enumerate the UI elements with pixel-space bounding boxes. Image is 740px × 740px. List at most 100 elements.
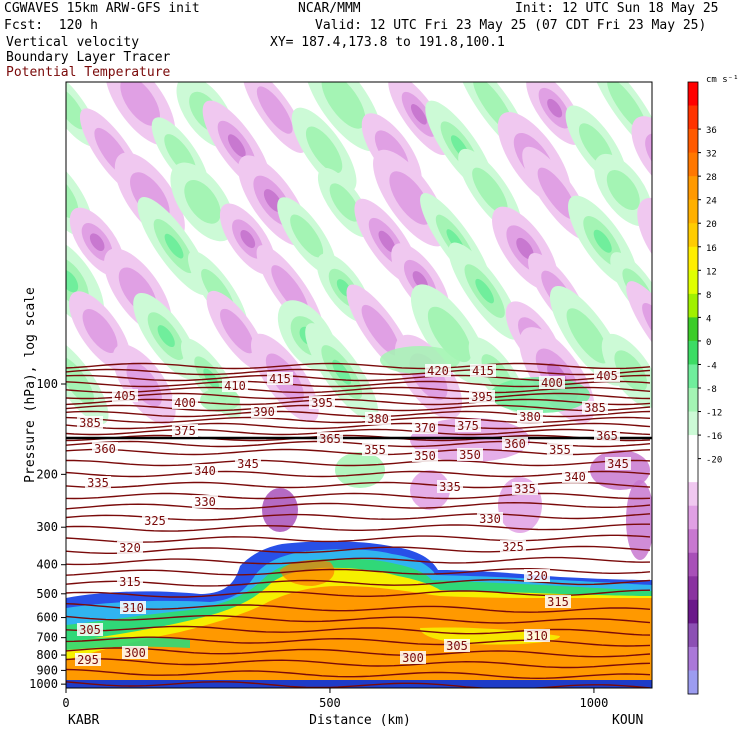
valid-time: Valid: 12 UTC Fri 23 May 25 (07 CDT Fri …	[315, 18, 707, 33]
y-tick-label: 700	[36, 631, 58, 645]
theta-label-bg	[77, 623, 103, 636]
y-tick-label: 400	[36, 558, 58, 572]
theta-contour	[66, 579, 651, 587]
theta-label-bg	[582, 401, 608, 414]
theta-label: 385	[79, 416, 101, 430]
theta-label-bg	[75, 653, 101, 666]
colorbar-swatch	[688, 176, 698, 201]
colorbar-swatch	[688, 105, 698, 130]
theta-label: 295	[77, 653, 99, 667]
theta-contour	[66, 481, 651, 489]
theta-label-bg	[500, 540, 526, 553]
updraft-cell	[133, 292, 200, 380]
theta-contour	[66, 647, 651, 658]
theta-label: 365	[319, 432, 341, 446]
theta-label: 315	[119, 575, 141, 589]
theta-label: 345	[237, 457, 259, 471]
theta-contour	[66, 523, 650, 532]
theta-label: 325	[144, 514, 166, 528]
left-station: KABR	[68, 713, 99, 728]
theta-label-bg	[547, 443, 573, 456]
theta-label-bg	[594, 429, 620, 442]
colorbar-swatch	[688, 646, 698, 671]
theta-label: 410	[224, 379, 246, 393]
colorbar-swatch	[688, 529, 698, 554]
theta-label-bg	[512, 482, 538, 495]
colorbar-label: -16	[706, 432, 722, 442]
theta-contour	[66, 556, 651, 566]
colorbar-swatch	[688, 293, 698, 318]
theta-label-bg	[222, 379, 248, 392]
colorbar-swatch	[688, 623, 698, 648]
theta-label: 315	[547, 595, 569, 609]
theta-label-bg	[142, 514, 168, 527]
colorbar-label: 4	[706, 314, 711, 324]
updraft-cell	[291, 107, 357, 193]
theta-label-bg	[524, 629, 550, 642]
theta-label: 305	[79, 623, 101, 637]
theta-label-bg	[192, 464, 218, 477]
terrain-floor	[66, 680, 652, 688]
colorbar-swatch	[688, 552, 698, 577]
theta-label: 330	[479, 512, 501, 526]
theta-label: 320	[526, 569, 548, 583]
theta-contour	[66, 368, 651, 376]
theta-contour	[66, 680, 651, 688]
colorbar-label: 0	[706, 338, 711, 348]
theta-label: 365	[596, 429, 618, 443]
colorbar-label: -4	[706, 361, 717, 371]
theta-label: 405	[596, 369, 618, 383]
theta-contour	[66, 470, 651, 478]
theta-label-bg	[192, 495, 218, 508]
theta-label-bg	[172, 396, 198, 409]
theta-label: 400	[174, 396, 196, 410]
downdraft-cell	[631, 116, 652, 195]
theta-contour	[66, 398, 651, 406]
theta-label: 350	[414, 449, 436, 463]
right-station: KOUN	[612, 713, 643, 728]
model-title: CGWAVES 15km ARW-GFS init	[4, 1, 200, 16]
center-label: NCAR/MMM	[298, 1, 361, 16]
colorbar-label: -12	[706, 409, 722, 419]
potential-temperature-labels: 410 415 405 400 390 395 385 375 370 375 380 365 360 3…	[75, 364, 631, 667]
updraft-cell	[594, 153, 652, 227]
colorbar-swatch	[688, 199, 698, 224]
vertical-velocity-field	[66, 82, 652, 688]
field-boundary-layer-tracer: Boundary Layer Tracer	[6, 50, 171, 65]
colorbar-swatch	[688, 388, 698, 413]
y-tick-label: 300	[36, 520, 58, 534]
field-vertical-velocity: Vertical velocity	[6, 35, 140, 50]
theta-label-bg	[455, 419, 481, 432]
theta-contour	[66, 534, 651, 543]
theta-contour	[66, 668, 651, 680]
x-axis-label: Distance (km)	[309, 713, 411, 728]
theta-label: 415	[472, 364, 494, 378]
theta-label-bg	[470, 364, 496, 377]
theta-label: 360	[94, 442, 116, 456]
colorbar-swatch	[688, 364, 698, 389]
theta-label: 370	[414, 421, 436, 435]
theta-label-bg	[365, 412, 391, 425]
init-time: Init: 12 UTC Sun 18 May 25	[515, 1, 719, 16]
theta-label: 340	[194, 464, 216, 478]
theta-label: 355	[364, 443, 386, 457]
theta-label: 320	[119, 541, 141, 555]
theta-label-bg	[457, 448, 483, 461]
theta-label: 310	[122, 601, 144, 615]
theta-label-bg	[117, 575, 143, 588]
colorbar-label: -20	[706, 456, 722, 466]
downdraft-cell	[242, 82, 307, 153]
downdraft-cell	[626, 281, 652, 379]
colorbar-label: 16	[706, 244, 717, 254]
colorbar-swatch	[688, 246, 698, 271]
theta-label: 335	[439, 480, 461, 494]
forecast-hour: Fcst: 120 h	[4, 18, 98, 33]
theta-contour	[66, 545, 651, 554]
colorbar-swatch	[688, 435, 698, 460]
theta-label: 350	[459, 448, 481, 462]
theta-label: 375	[174, 424, 196, 438]
theta-label-bg	[120, 601, 146, 614]
theta-label: 335	[87, 476, 109, 490]
theta-label: 310	[526, 629, 548, 643]
colorbar-swatch	[688, 223, 698, 248]
